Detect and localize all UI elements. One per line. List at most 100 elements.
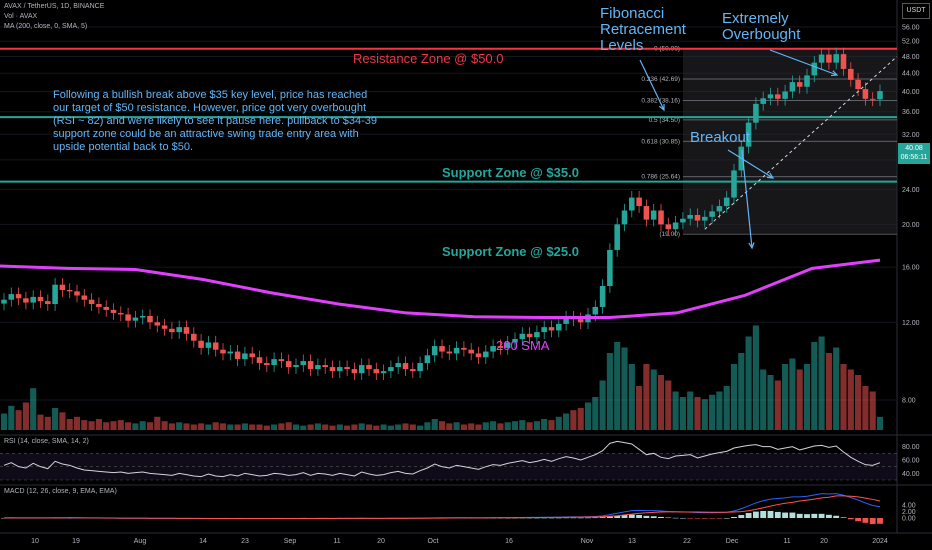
volume-bar	[548, 420, 555, 430]
macd-histogram-bar	[533, 517, 540, 519]
macd-histogram-bar	[563, 517, 570, 519]
candle	[490, 346, 496, 352]
volume-bar	[862, 386, 869, 430]
trade-note: Following a bullish break above $35 key …	[53, 89, 378, 153]
candle	[446, 351, 453, 354]
candle	[461, 347, 467, 350]
currency-button[interactable]: USDT	[902, 3, 930, 19]
fibonacci-label: Fibonacci Retracement Levels	[600, 5, 686, 54]
x-axis-tick: 19	[72, 538, 80, 545]
price-tick: 16.00	[902, 265, 920, 272]
candle	[293, 365, 299, 368]
volume-bar	[774, 380, 781, 430]
breakout-arrow-lower-head	[748, 242, 755, 250]
candle	[169, 328, 175, 333]
candle	[30, 296, 36, 303]
candle	[417, 363, 423, 372]
macd-histogram-bar	[840, 517, 847, 518]
volume-bar	[752, 325, 759, 430]
fib-level-label: 0.786 (25.64)	[641, 174, 680, 181]
volume-bar	[628, 364, 635, 430]
price-tick: 40.00	[902, 89, 920, 96]
volume-bar	[256, 424, 263, 430]
rsi-tick: 80.00	[902, 444, 920, 451]
volume-bar	[402, 423, 409, 430]
volume-bar	[263, 425, 270, 430]
volume-bar	[431, 419, 438, 430]
candle	[118, 312, 124, 315]
candle	[139, 315, 146, 318]
volume-bar	[782, 364, 789, 430]
candle	[380, 371, 387, 374]
trend-line	[704, 56, 898, 230]
overbought-label: Extremely Overbought	[722, 10, 801, 43]
candle	[556, 323, 562, 331]
macd-histogram-bar	[855, 518, 862, 522]
candle	[512, 338, 518, 343]
volume-bar	[482, 422, 489, 430]
price-tick: 20.00	[902, 222, 920, 229]
volume-bar	[37, 414, 44, 430]
volume-bar	[110, 421, 117, 430]
volume-bar	[855, 375, 862, 430]
volume-bar	[183, 423, 190, 430]
volume-bar	[438, 421, 446, 430]
candle	[826, 54, 832, 63]
candle	[1, 299, 7, 304]
candle	[264, 363, 270, 366]
candle	[271, 359, 277, 366]
candle	[599, 286, 606, 307]
candle	[848, 68, 854, 80]
volume-bar	[365, 424, 373, 430]
macd-histogram-bar	[767, 510, 774, 518]
overbought-arrow-head	[830, 70, 839, 77]
macd-histogram-bar	[570, 517, 577, 519]
candle	[198, 340, 204, 348]
volume-bar	[329, 425, 336, 430]
candle	[59, 284, 66, 291]
candle	[315, 365, 321, 370]
volume-bar	[88, 421, 95, 430]
macd-histogram-bar	[796, 513, 803, 518]
candle	[183, 327, 190, 334]
x-axis-tick: 20	[377, 538, 385, 545]
volume-bar	[541, 419, 548, 430]
candle	[548, 327, 555, 331]
macd-tick: 0.00	[902, 516, 916, 523]
volume-bar	[125, 422, 132, 430]
candle	[614, 224, 620, 250]
volume-bar	[190, 424, 197, 430]
price-tick: 24.00	[902, 187, 920, 194]
candle	[307, 361, 314, 370]
candle	[833, 54, 839, 63]
volume-bar	[730, 364, 738, 430]
macd-histogram-bar	[804, 514, 810, 518]
candle	[212, 342, 219, 350]
candle	[161, 325, 168, 329]
volume-bar	[307, 424, 314, 430]
volume-bar	[132, 423, 139, 430]
volume-bar	[657, 375, 665, 430]
macd-histogram-bar	[599, 517, 606, 518]
volume-bar	[314, 423, 321, 430]
volume-bar	[818, 336, 825, 430]
macd-histogram-bar	[782, 512, 789, 518]
candle	[234, 351, 241, 360]
breakout-arrow-upper-head	[766, 172, 775, 179]
support-25-label: Support Zone @ $25.0	[442, 244, 579, 259]
candle	[329, 367, 336, 372]
volume-bar	[614, 342, 621, 430]
macd-histogram-bar	[577, 517, 584, 519]
candle	[709, 211, 715, 217]
volume-bar	[446, 423, 453, 430]
macd-histogram-bar	[694, 518, 701, 519]
candle	[541, 327, 547, 333]
rsi-legend: RSI (14, close, SMA, 14, 2)	[4, 438, 89, 445]
volume-bar	[95, 419, 102, 430]
x-axis-tick: 11	[783, 538, 790, 545]
candle	[431, 346, 438, 356]
volume-bar	[66, 419, 73, 430]
macd-histogram-bar	[709, 518, 716, 519]
candle	[534, 332, 540, 338]
